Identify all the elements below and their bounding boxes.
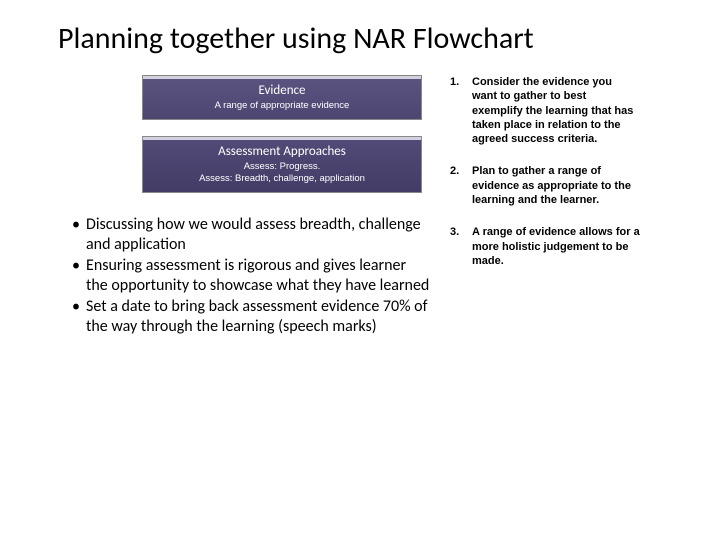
page-title: Planning together using NAR Flowchart bbox=[50, 20, 680, 57]
content-area: Evidence A range of appropriate evidence… bbox=[50, 75, 680, 338]
assessment-box-title: Assessment Approaches bbox=[153, 144, 411, 159]
evidence-box-title: Evidence bbox=[153, 83, 411, 98]
evidence-box-subtitle: A range of appropriate evidence bbox=[153, 100, 411, 111]
bullet-item: Ensuring assessment is rigorous and give… bbox=[72, 256, 430, 296]
assessment-box-subtitle: Assess: Progress. Assess: Breadth, chall… bbox=[153, 161, 411, 184]
numbered-text: Consider the evidence you want to gather… bbox=[472, 76, 633, 145]
numbered-item: Plan to gather a range of evidence as ap… bbox=[450, 164, 640, 207]
bullet-text: Discussing how we would assess breadth, … bbox=[86, 215, 421, 254]
bullet-item: Discussing how we would assess breadth, … bbox=[72, 215, 430, 255]
numbered-text: Plan to gather a range of evidence as ap… bbox=[472, 165, 631, 206]
numbered-item: A range of evidence allows for a more ho… bbox=[450, 225, 640, 268]
assessment-box: Assessment Approaches Assess: Progress. … bbox=[142, 136, 422, 193]
bullet-item: Set a date to bring back assessment evid… bbox=[72, 297, 430, 337]
numbered-item: Consider the evidence you want to gather… bbox=[450, 75, 640, 146]
bullet-list: Discussing how we would assess breadth, … bbox=[50, 215, 430, 337]
numbered-text: A range of evidence allows for a more ho… bbox=[472, 226, 640, 267]
left-column: Evidence A range of appropriate evidence… bbox=[50, 75, 430, 338]
evidence-box-body: Evidence A range of appropriate evidence bbox=[143, 79, 421, 119]
slide: Planning together using NAR Flowchart Ev… bbox=[0, 0, 720, 540]
assessment-box-body: Assessment Approaches Assess: Progress. … bbox=[143, 140, 421, 192]
evidence-box: Evidence A range of appropriate evidence bbox=[142, 75, 422, 120]
bullet-text: Set a date to bring back assessment evid… bbox=[86, 297, 428, 336]
right-column: Consider the evidence you want to gather… bbox=[450, 75, 640, 338]
numbered-list: Consider the evidence you want to gather… bbox=[450, 75, 640, 268]
bullet-text: Ensuring assessment is rigorous and give… bbox=[86, 256, 429, 295]
